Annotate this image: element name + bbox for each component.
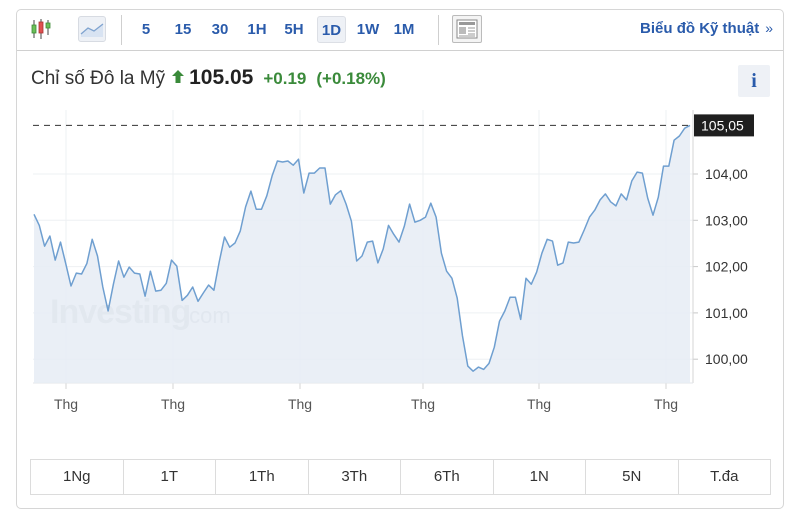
range-1-week[interactable]: 1T <box>124 460 216 494</box>
y-tick-label: 103,00 <box>705 212 748 228</box>
double-chevron-right-icon: » <box>765 20 773 36</box>
last-price-marker <box>694 114 754 137</box>
x-tick-label: Thg <box>654 396 678 412</box>
technical-chart-label: Biểu đồ Kỹ thuật <box>640 20 760 37</box>
period-5[interactable]: 5 <box>141 21 151 38</box>
y-tick-label: 102,00 <box>705 259 748 275</box>
range-1-day[interactable]: 1Ng <box>31 460 124 494</box>
last-price-label: 105,05 <box>701 117 744 133</box>
y-tick-label: 100,00 <box>705 351 748 367</box>
technical-chart-link[interactable]: Biểu đồ Kỹ thuật » <box>640 20 773 37</box>
period-1w[interactable]: 1W <box>356 21 380 38</box>
period-1d[interactable]: 1D <box>317 16 346 43</box>
price-line <box>33 124 691 372</box>
toolbar-divider <box>121 15 122 45</box>
last-price: 105.05 <box>189 66 254 89</box>
area-chart-icon[interactable] <box>78 16 106 42</box>
period-5h[interactable]: 5H <box>284 21 304 38</box>
range-1-year[interactable]: 1N <box>494 460 586 494</box>
area-fill <box>34 125 690 384</box>
instrument-name: Chỉ số Đô la Mỹ <box>31 68 166 89</box>
period-1h[interactable]: 1H <box>247 21 267 38</box>
range-5-years[interactable]: 5N <box>586 460 679 494</box>
price-change-percent: (+0.18%) <box>316 69 386 88</box>
range-3-months[interactable]: 3Th <box>309 460 401 494</box>
period-15[interactable]: 15 <box>174 21 192 38</box>
period-1m[interactable]: 1M <box>393 21 415 38</box>
x-tick-label: Thg <box>54 396 78 412</box>
range-1-month[interactable]: 1Th <box>216 460 309 494</box>
range-max[interactable]: T.đa <box>710 468 739 485</box>
range-6-months[interactable]: 6Th <box>401 460 494 494</box>
x-tick-label: Thg <box>527 396 551 412</box>
price-chart[interactable]: 104,00 103,00 102,00 101,00 100,00 Thg Thg Thg T… <box>17 10 785 450</box>
time-range-selector: 1Ng 1T 1Th 3Th 6Th 1N 5N T.đa <box>30 459 771 495</box>
arrow-up-icon <box>172 70 185 88</box>
x-tick-label: Thg <box>161 396 185 412</box>
instrument-header: Chỉ số Đô la Mỹ 105.05 +0.19 (+0.18%) <box>31 66 386 96</box>
period-30[interactable]: 30 <box>211 21 229 38</box>
y-tick-label: 101,00 <box>705 305 748 321</box>
info-button[interactable]: i <box>738 65 770 97</box>
layout-icon[interactable] <box>452 15 482 43</box>
price-change: +0.19 <box>263 69 307 88</box>
x-tick-label: Thg <box>288 396 312 412</box>
chart-toolbar: 5 15 30 1H 5H 1D 1W 1M Biểu đồ Kỹ thuật » <box>17 10 783 51</box>
y-tick-label: 104,00 <box>705 166 748 182</box>
x-tick-label: Thg <box>411 396 435 412</box>
candlestick-icon[interactable] <box>27 16 55 42</box>
chart-widget: 5 15 30 1H 5H 1D 1W 1M Biểu đồ Kỹ thuật »… <box>16 9 784 509</box>
info-icon: i <box>751 69 757 92</box>
toolbar-divider <box>438 15 439 45</box>
